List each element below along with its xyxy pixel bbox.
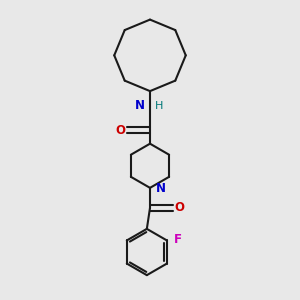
Text: F: F [174,233,182,246]
Text: N: N [156,182,166,195]
Text: H: H [155,101,164,111]
Text: N: N [135,99,145,112]
Text: O: O [116,124,126,136]
Text: O: O [174,201,184,214]
